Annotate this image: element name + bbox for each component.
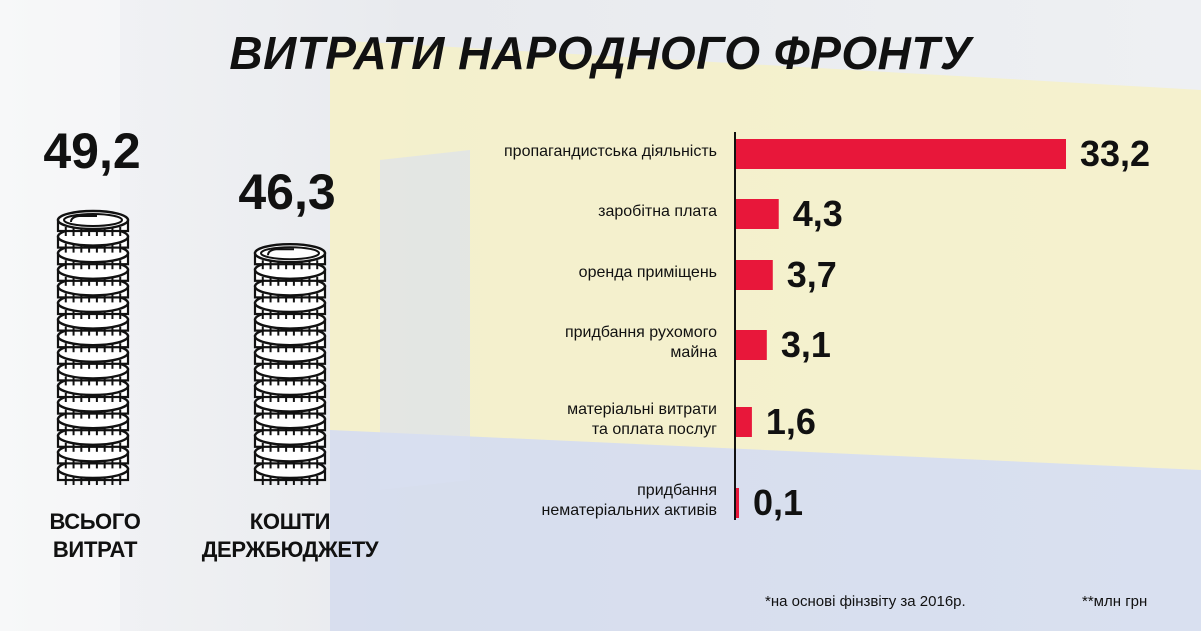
total-expenses-value: 49,2 — [43, 123, 141, 179]
coin — [253, 292, 327, 319]
value-label-1: 33,2 — [1080, 133, 1151, 174]
total-expenses-label-line2: ВИТРАТ — [52, 537, 138, 562]
coin-stack-2 — [253, 242, 327, 485]
coin-stack-1 — [56, 209, 130, 485]
coin-top — [260, 246, 320, 261]
coin — [253, 409, 327, 436]
state-budget-label-line1: КОШТИ — [249, 509, 331, 534]
value-label-2: 4,3 — [792, 193, 843, 234]
state-budget-label: КОШТИ ДЕРЖБЮДЖЕТУ — [190, 508, 390, 564]
coin — [253, 458, 327, 485]
coin — [253, 276, 327, 303]
category-label-line: заробітна плата — [598, 203, 717, 220]
coin — [56, 276, 130, 303]
category-label-3: оренда приміщень — [397, 263, 717, 283]
category-label-line: нематеріальних активів — [541, 502, 717, 519]
bar-6 — [736, 488, 739, 518]
units-footnote: **млн грн — [1082, 593, 1148, 610]
category-label-line: майна — [670, 344, 717, 361]
total-expenses-label-line1: ВСЬОГО — [49, 509, 141, 534]
state-budget-label-line2: ДЕРЖБЮДЖЕТУ — [201, 537, 379, 562]
coin — [253, 326, 327, 353]
coin — [56, 309, 130, 336]
coin — [56, 292, 130, 319]
category-label-line: придбання рухомого — [564, 324, 717, 341]
category-label-2: заробітна плата — [397, 202, 717, 222]
coin — [56, 326, 130, 353]
bar-2 — [736, 199, 779, 229]
category-label-line: та оплата послуг — [591, 421, 717, 438]
category-label-line: пропагандистська діяльність — [504, 143, 717, 160]
category-label-line: придбання — [637, 482, 717, 499]
category-label-1: пропагандистська діяльність — [397, 142, 717, 162]
category-label-4: придбання рухомого майна — [397, 323, 717, 363]
category-label-5: матеріальні витрати та оплата послуг — [397, 400, 717, 440]
value-label-5: 1,6 — [765, 401, 816, 442]
coin-top — [63, 213, 123, 227]
category-label-line: матеріальні витрати — [567, 401, 717, 418]
total-expenses-label: ВСЬОГО ВИТРАТ — [20, 508, 170, 564]
category-label-6: придбання нематеріальних активів — [397, 481, 717, 521]
bar-3 — [736, 260, 773, 290]
bar-5 — [736, 407, 752, 437]
bar-1 — [736, 139, 1066, 169]
value-label-6: 0,1 — [753, 482, 804, 523]
value-label-3: 3,7 — [786, 254, 837, 295]
coin — [56, 458, 130, 485]
category-label-line: оренда приміщень — [578, 264, 717, 281]
state-budget-value: 46,3 — [238, 164, 336, 220]
chart-title: ВИТРАТИ НАРОДНОГО ФРОНТУ — [229, 27, 972, 79]
bar-4 — [736, 330, 767, 360]
coin — [253, 375, 327, 402]
value-label-4: 3,1 — [780, 324, 831, 365]
source-footnote: *на основі фінзвіту за 2016р. — [765, 593, 966, 610]
